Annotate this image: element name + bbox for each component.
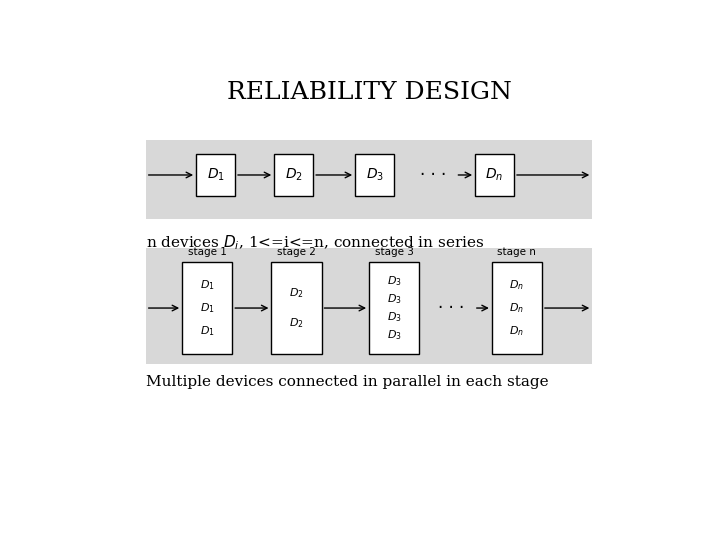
Text: · · ·: · · ·: [438, 299, 464, 317]
Bar: [182, 262, 233, 354]
Text: stage 3: stage 3: [374, 247, 413, 257]
Text: $D_3$: $D_3$: [366, 167, 384, 183]
Text: $D_3$: $D_3$: [387, 310, 402, 324]
Text: $D_1$: $D_1$: [199, 278, 215, 292]
Text: stage 2: stage 2: [277, 247, 316, 257]
Bar: [274, 154, 313, 196]
Text: $D_n$: $D_n$: [509, 278, 524, 292]
Text: RELIABILITY DESIGN: RELIABILITY DESIGN: [227, 82, 511, 104]
Bar: [196, 154, 235, 196]
Bar: [369, 262, 419, 354]
Text: $D_n$: $D_n$: [509, 301, 524, 315]
Text: n devices $D_i$, 1<=i<=n, connected in series: n devices $D_i$, 1<=i<=n, connected in s…: [145, 233, 485, 252]
Bar: [145, 140, 593, 219]
Bar: [355, 154, 394, 196]
Text: $D_2$: $D_2$: [284, 167, 302, 183]
Text: $D_n$: $D_n$: [485, 167, 504, 183]
Text: $D_2$: $D_2$: [289, 286, 304, 300]
Text: $D_2$: $D_2$: [289, 316, 304, 330]
Text: $D_1$: $D_1$: [207, 167, 225, 183]
Bar: [492, 262, 542, 354]
Text: · · ·: · · ·: [420, 166, 446, 184]
Text: $D_1$: $D_1$: [199, 324, 215, 338]
Bar: [475, 154, 514, 196]
Text: stage 1: stage 1: [188, 247, 227, 257]
Bar: [271, 262, 322, 354]
Bar: [145, 248, 593, 364]
Text: $D_3$: $D_3$: [387, 274, 402, 287]
Text: stage n: stage n: [498, 247, 536, 257]
Text: $D_n$: $D_n$: [509, 324, 524, 338]
Text: $D_3$: $D_3$: [387, 328, 402, 342]
Text: $D_1$: $D_1$: [199, 301, 215, 315]
Text: $D_3$: $D_3$: [387, 292, 402, 306]
Text: Multiple devices connected in parallel in each stage: Multiple devices connected in parallel i…: [145, 375, 549, 389]
